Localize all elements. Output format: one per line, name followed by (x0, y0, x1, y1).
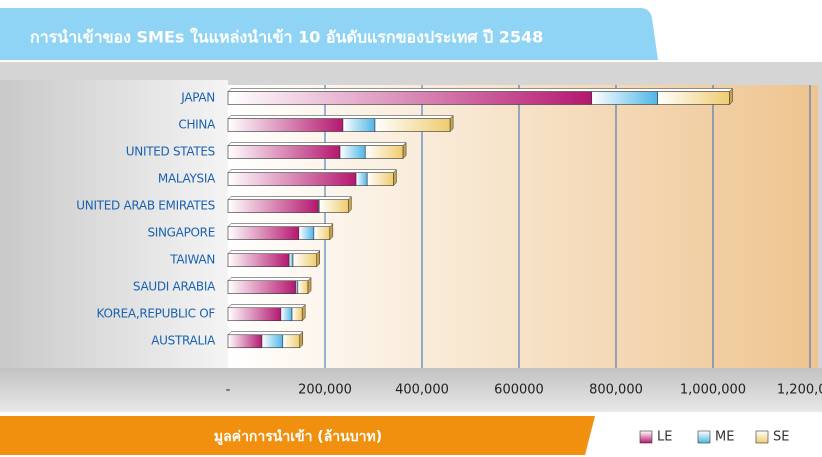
bar-segment (313, 226, 331, 240)
bar-segment (291, 307, 303, 322)
bar-segment (364, 145, 404, 159)
bar-segment (227, 145, 341, 159)
bar-segment (339, 145, 366, 159)
x-tick-label: 600000 (494, 383, 544, 398)
bar-segment (282, 334, 301, 349)
bar-top (227, 331, 304, 335)
legend-label: SE (773, 430, 789, 445)
bar-top (227, 142, 407, 146)
bar-segment (298, 226, 315, 240)
legend-swatch (755, 430, 769, 444)
x-tick-label: 800,000 (589, 383, 643, 398)
title-tab (0, 8, 658, 60)
x-axis-label: มูลค่าการนำเข้า (ล้านบาท) (214, 429, 382, 445)
category-label: TAIWAN (169, 253, 215, 267)
category-label: UNITED ARAB EMIRATES (76, 199, 215, 213)
bar-top (227, 277, 312, 281)
bar-segment (227, 226, 300, 240)
bar-top (227, 88, 734, 92)
bar-segment (292, 253, 318, 267)
bar-top (227, 169, 397, 173)
x-tick-label: - (226, 383, 231, 398)
bar-segment (227, 199, 319, 213)
category-label: SINGAPORE (147, 226, 215, 240)
bar-segment (227, 118, 344, 132)
bar-top (227, 304, 306, 308)
bar-top (227, 196, 352, 200)
bar-segment (227, 307, 282, 322)
category-label: SAUDI ARABIA (133, 280, 216, 294)
x-tick-label: 200,000 (298, 383, 352, 398)
bar-segment (366, 172, 394, 186)
bar-segment (318, 199, 349, 213)
category-label: JAPAN (180, 91, 215, 105)
bar-segment (288, 253, 294, 267)
bar-segment (227, 334, 263, 349)
bar-top (227, 115, 454, 119)
bar-segment (657, 91, 730, 105)
x-label-bar (0, 416, 595, 455)
category-label: AUSTRALIA (151, 334, 216, 348)
x-tick-label: 1,000,000 (680, 383, 746, 398)
category-label: KOREA,REPUBLIC OF (97, 307, 216, 321)
chart-title: การนำเข้าของ SMEs ในแหล่งนำเข้า 10 อันดั… (30, 28, 543, 47)
legend-swatch (639, 430, 653, 444)
legend-label: LE (657, 430, 672, 445)
bar-segment (355, 172, 368, 186)
bar-segment (227, 172, 357, 186)
axis-band (0, 368, 822, 412)
bar-top (227, 250, 321, 254)
category-label: UNITED STATES (126, 145, 215, 159)
bar-segment (374, 118, 451, 132)
bar-top (227, 223, 334, 227)
legend-swatch (697, 430, 711, 444)
bar-segment (280, 307, 293, 322)
category-label: MALAYSIA (158, 172, 216, 186)
x-tick-label: 1,200,000 (777, 383, 822, 398)
bar-segment (227, 253, 290, 267)
bar-segment (297, 280, 309, 294)
bar-segment (342, 118, 376, 132)
category-label: CHINA (178, 118, 216, 132)
legend-label: ME (715, 430, 734, 445)
bar-segment (227, 280, 297, 294)
bar-segment (261, 334, 284, 349)
label-area (0, 80, 228, 370)
bar-segment (591, 91, 659, 105)
bar-segment (227, 91, 593, 105)
x-tick-label: 400,000 (395, 383, 449, 398)
